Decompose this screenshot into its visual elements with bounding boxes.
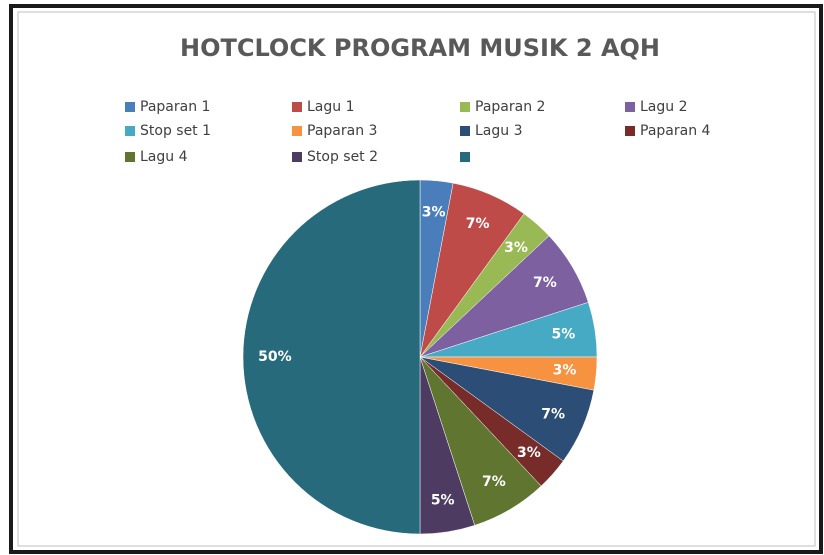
legend-label: Paparan 2 — [475, 99, 545, 115]
legend-label: Paparan 1 — [140, 99, 210, 115]
legend-swatch — [625, 102, 635, 112]
data-label: 7% — [466, 216, 490, 232]
data-label: 3% — [504, 240, 528, 256]
data-label: 7% — [482, 474, 506, 490]
legend-swatch — [292, 102, 302, 112]
legend-swatch — [460, 152, 470, 162]
data-label: 5% — [431, 492, 455, 508]
legend-swatch — [625, 126, 635, 136]
chart-title: HOTCLOCK PROGRAM MUSIK 2 AQH — [180, 34, 660, 62]
legend-label: Paparan 4 — [640, 123, 711, 139]
legend-label: Lagu 2 — [640, 99, 688, 115]
data-label: 3% — [422, 205, 446, 221]
legend-swatch — [292, 126, 302, 136]
data-label: 5% — [551, 326, 575, 342]
legend-label: Stop set 2 — [307, 149, 378, 165]
legend-label: Lagu 4 — [140, 149, 188, 165]
legend-label: Paparan 3 — [307, 123, 377, 139]
legend-label: Lagu 3 — [475, 123, 523, 139]
legend-swatch — [125, 102, 135, 112]
chart-area — [17, 11, 816, 547]
legend-swatch — [460, 126, 470, 136]
data-label: 3% — [553, 363, 577, 379]
legend-swatch — [125, 152, 135, 162]
data-label: 3% — [517, 445, 541, 461]
legend-label: Lagu 1 — [307, 99, 355, 115]
data-label: 7% — [533, 275, 557, 291]
legend-label: Stop set 1 — [140, 123, 211, 139]
legend-swatch — [125, 126, 135, 136]
legend-swatch — [460, 102, 470, 112]
legend-swatch — [292, 152, 302, 162]
data-label: 7% — [541, 407, 565, 423]
pie-slice — [242, 179, 421, 535]
data-label: 50% — [258, 349, 292, 365]
